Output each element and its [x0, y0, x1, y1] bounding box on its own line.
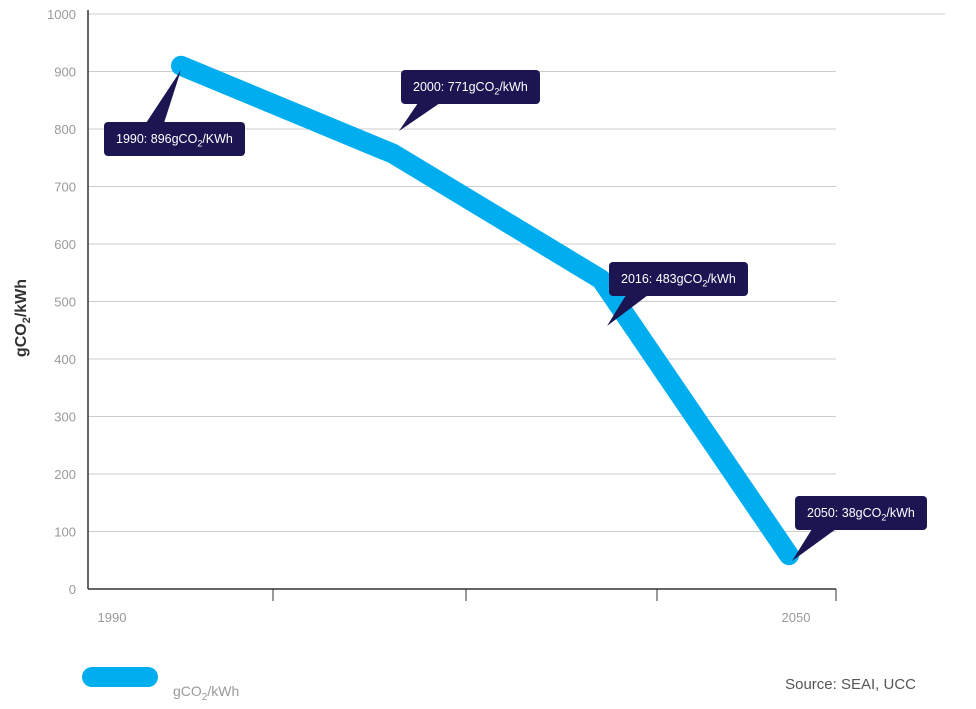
x-tick-label: 1990 — [98, 610, 127, 625]
y-tick-label: 300 — [54, 410, 76, 425]
y-axis-label: gCO2/kWh — [13, 279, 33, 357]
data-point — [180, 64, 182, 67]
y-tick-label: 800 — [54, 122, 76, 137]
y-axis-ticks: 0 100 200 300 400 500 600 700 800 900 1000 — [47, 7, 76, 597]
callout-label: 2016: 483gCO2/kWh — [609, 262, 748, 296]
callout-pointer — [399, 103, 440, 131]
y-tick-label: 900 — [54, 65, 76, 80]
x-tick-label: 2050 — [782, 610, 811, 625]
series-line-group — [146, 55, 836, 566]
callout-pointer — [792, 529, 836, 561]
series-line — [171, 55, 799, 566]
data-point — [788, 554, 790, 557]
y-tick-label: 400 — [54, 352, 76, 367]
callout-label: 2000: 771gCO2/kWh — [401, 70, 540, 104]
data-point — [600, 278, 602, 281]
y-tick-label: 1000 — [47, 7, 76, 22]
legend-label: gCO2/kWh — [173, 683, 240, 703]
y-tick-label: 200 — [54, 467, 76, 482]
data-point — [392, 152, 394, 155]
x-axis: 1990 2050 — [87, 10, 837, 625]
y-tick-label: 0 — [69, 582, 76, 597]
callout-pointer — [607, 295, 648, 326]
y-tick-label: 100 — [54, 525, 76, 540]
y-tick-label: 700 — [54, 180, 76, 195]
legend-swatch — [82, 667, 158, 687]
callout-pointer — [146, 70, 181, 123]
callout-label: 1990: 896gCO2/KWh — [104, 122, 245, 156]
callout-label: 2050: 38gCO2/kWh — [795, 496, 927, 530]
y-tick-label: 600 — [54, 237, 76, 252]
source-note: Source: SEAI, UCC — [785, 676, 916, 693]
y-tick-label: 500 — [54, 295, 76, 310]
